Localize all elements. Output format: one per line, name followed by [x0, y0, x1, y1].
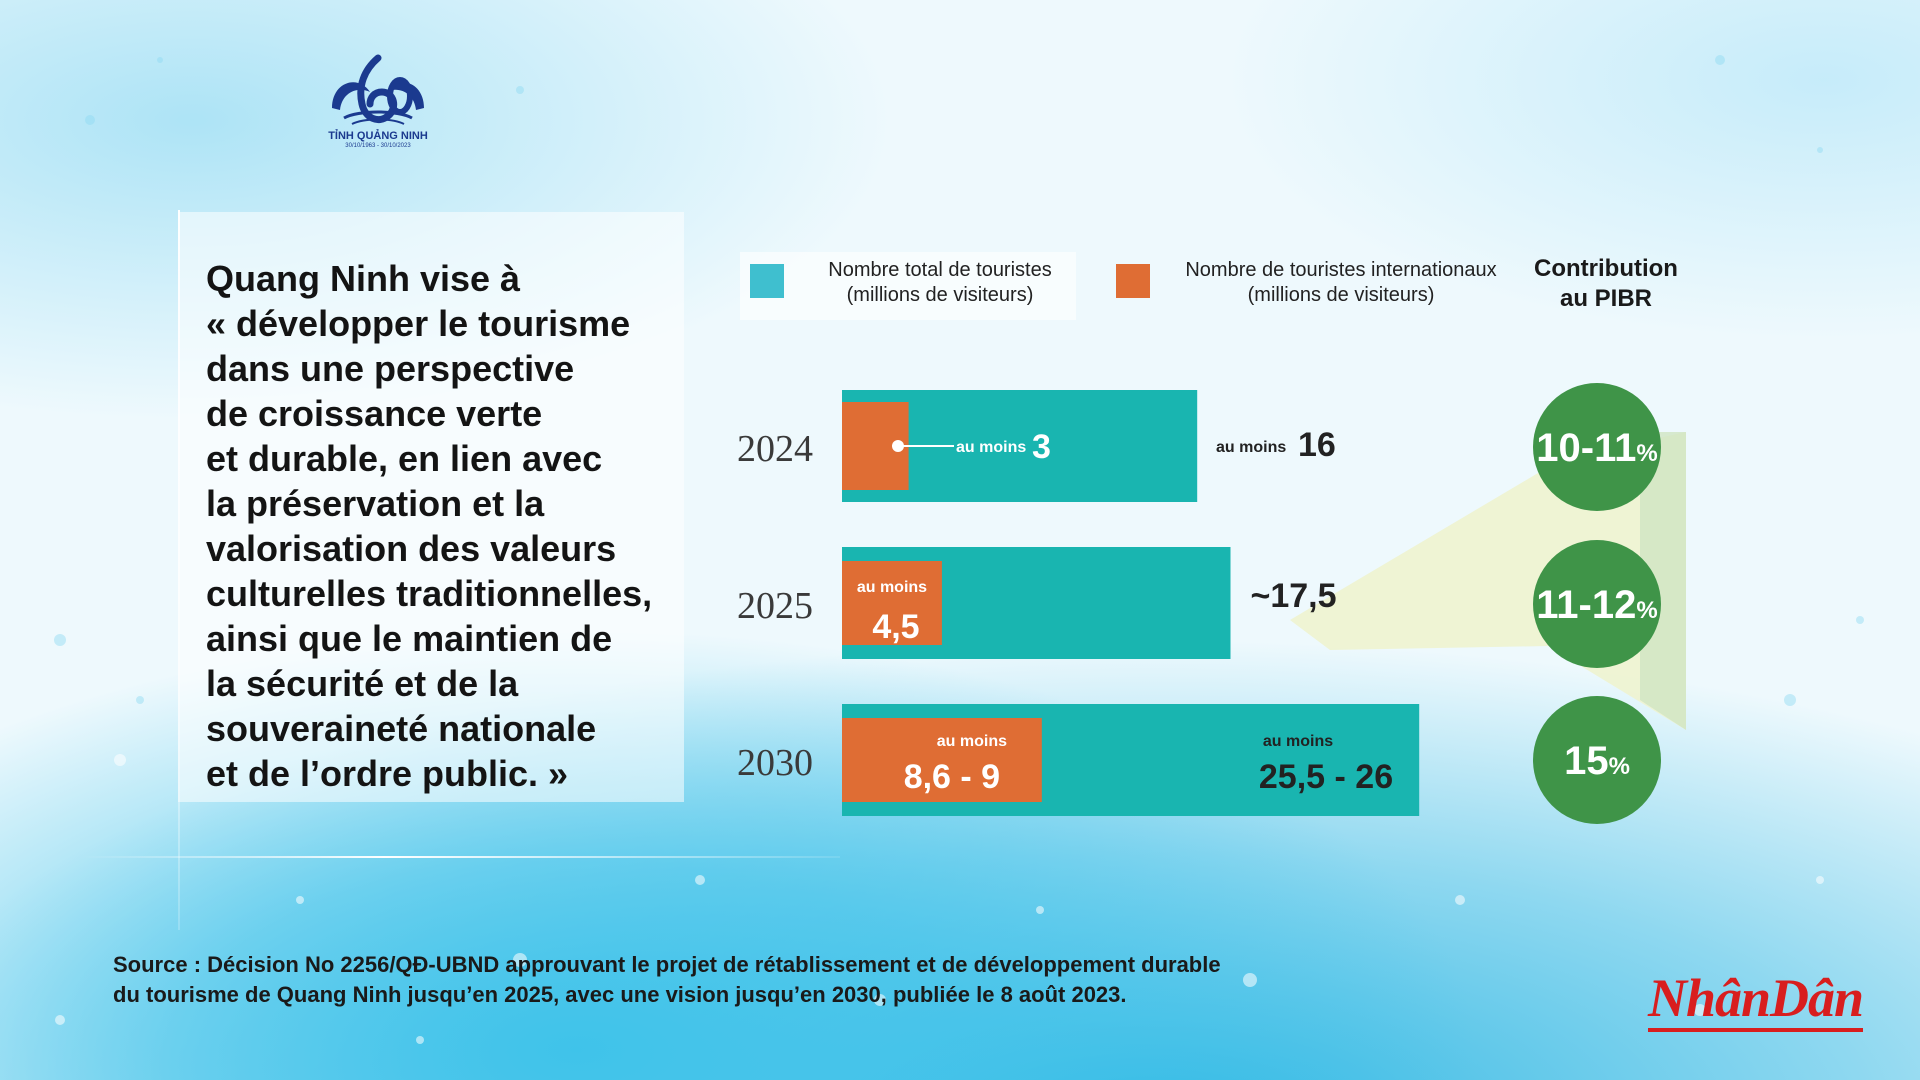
logo-dates: 30/10/1963 - 30/10/2023: [345, 143, 411, 149]
intl-value-2025: 4,5: [872, 608, 919, 646]
contribution-value-2025: 11-12%: [1536, 583, 1657, 627]
bar-international-2025: [842, 561, 942, 645]
total-value-2024: 16: [1298, 426, 1336, 464]
contribution-circle-2030: [1533, 696, 1661, 824]
legend-swatch-international: [1116, 264, 1150, 298]
legend-international: Nombre de touristes internationaux (mill…: [1185, 259, 1497, 306]
quote-text: Quang Ninh vise à « développer le touris…: [206, 258, 653, 794]
quote-panel: [178, 212, 684, 802]
legend-swatch-total: [750, 264, 784, 298]
quang-ninh-60-years-logo: [332, 54, 424, 125]
contribution-heading: Contribution au PIBR: [1534, 255, 1678, 312]
year-label-2030: 2030: [737, 742, 813, 784]
contribution-circle-2025: [1533, 540, 1661, 668]
legend-total: Nombre total de touristes (millions de v…: [828, 259, 1052, 306]
intl-value-2024: 3: [1032, 428, 1051, 466]
growth-ribbon-shade: [1640, 432, 1686, 730]
intl-prefix-2030: au moins: [937, 733, 1007, 750]
nhandan-logo: NhânDân: [1648, 968, 1864, 1032]
year-label-2025: 2025: [737, 585, 813, 627]
source-note: Source : Décision No 2256/QĐ-UBND approu…: [113, 952, 1221, 1007]
total-prefix-2024: au moins: [1216, 439, 1286, 456]
decorative-horizontal-line: [80, 856, 840, 858]
contribution-value-2024: 10-11%: [1536, 426, 1657, 470]
intl-prefix-2024: au moins: [956, 439, 1026, 456]
total-value-2030: 25,5 - 26: [1259, 758, 1393, 796]
bar-international-2030: [842, 718, 1042, 802]
total-prefix-2030: au moins: [1263, 733, 1333, 750]
intl-prefix-2025: au moins: [857, 579, 927, 596]
year-label-2024: 2024: [737, 428, 813, 470]
contribution-circle-2024: [1533, 383, 1661, 511]
intl-value-2030: 8,6 - 9: [904, 758, 1000, 796]
legend-background: [740, 252, 1076, 320]
total-value-2025: ~17,5: [1251, 577, 1337, 615]
logo-name: TỈNH QUẢNG NINH: [328, 130, 428, 142]
decorative-vertical-line: [178, 210, 180, 930]
contribution-value-2030: 15%: [1564, 739, 1630, 783]
